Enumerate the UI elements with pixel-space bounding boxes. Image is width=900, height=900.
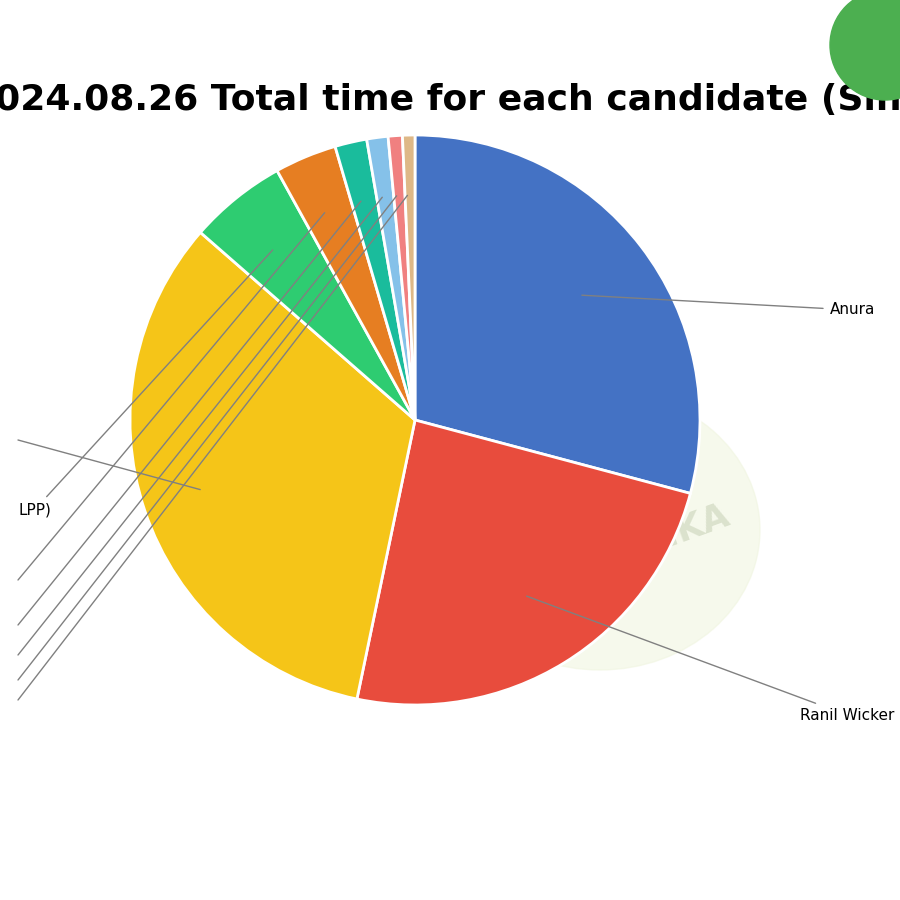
Wedge shape (201, 171, 415, 420)
Text: FIAN: FIAN (521, 444, 698, 557)
Wedge shape (130, 232, 415, 699)
Text: LPP): LPP) (18, 250, 273, 518)
Text: Anura: Anura (582, 295, 876, 318)
Wedge shape (402, 135, 415, 420)
Wedge shape (335, 140, 415, 420)
Wedge shape (277, 147, 415, 420)
Wedge shape (415, 135, 700, 493)
Wedge shape (366, 136, 415, 420)
Text: 2024.08.26 Total time for each candidate (Sinhala TV): 2024.08.26 Total time for each candidate… (0, 83, 900, 117)
Ellipse shape (440, 390, 760, 670)
Text: Ranil Wicker: Ranil Wicker (526, 596, 895, 723)
Wedge shape (388, 135, 415, 420)
Wedge shape (357, 420, 690, 705)
Text: SRI LANKA: SRI LANKA (526, 499, 734, 602)
Text: ✦: ✦ (574, 562, 606, 597)
Circle shape (830, 0, 900, 100)
